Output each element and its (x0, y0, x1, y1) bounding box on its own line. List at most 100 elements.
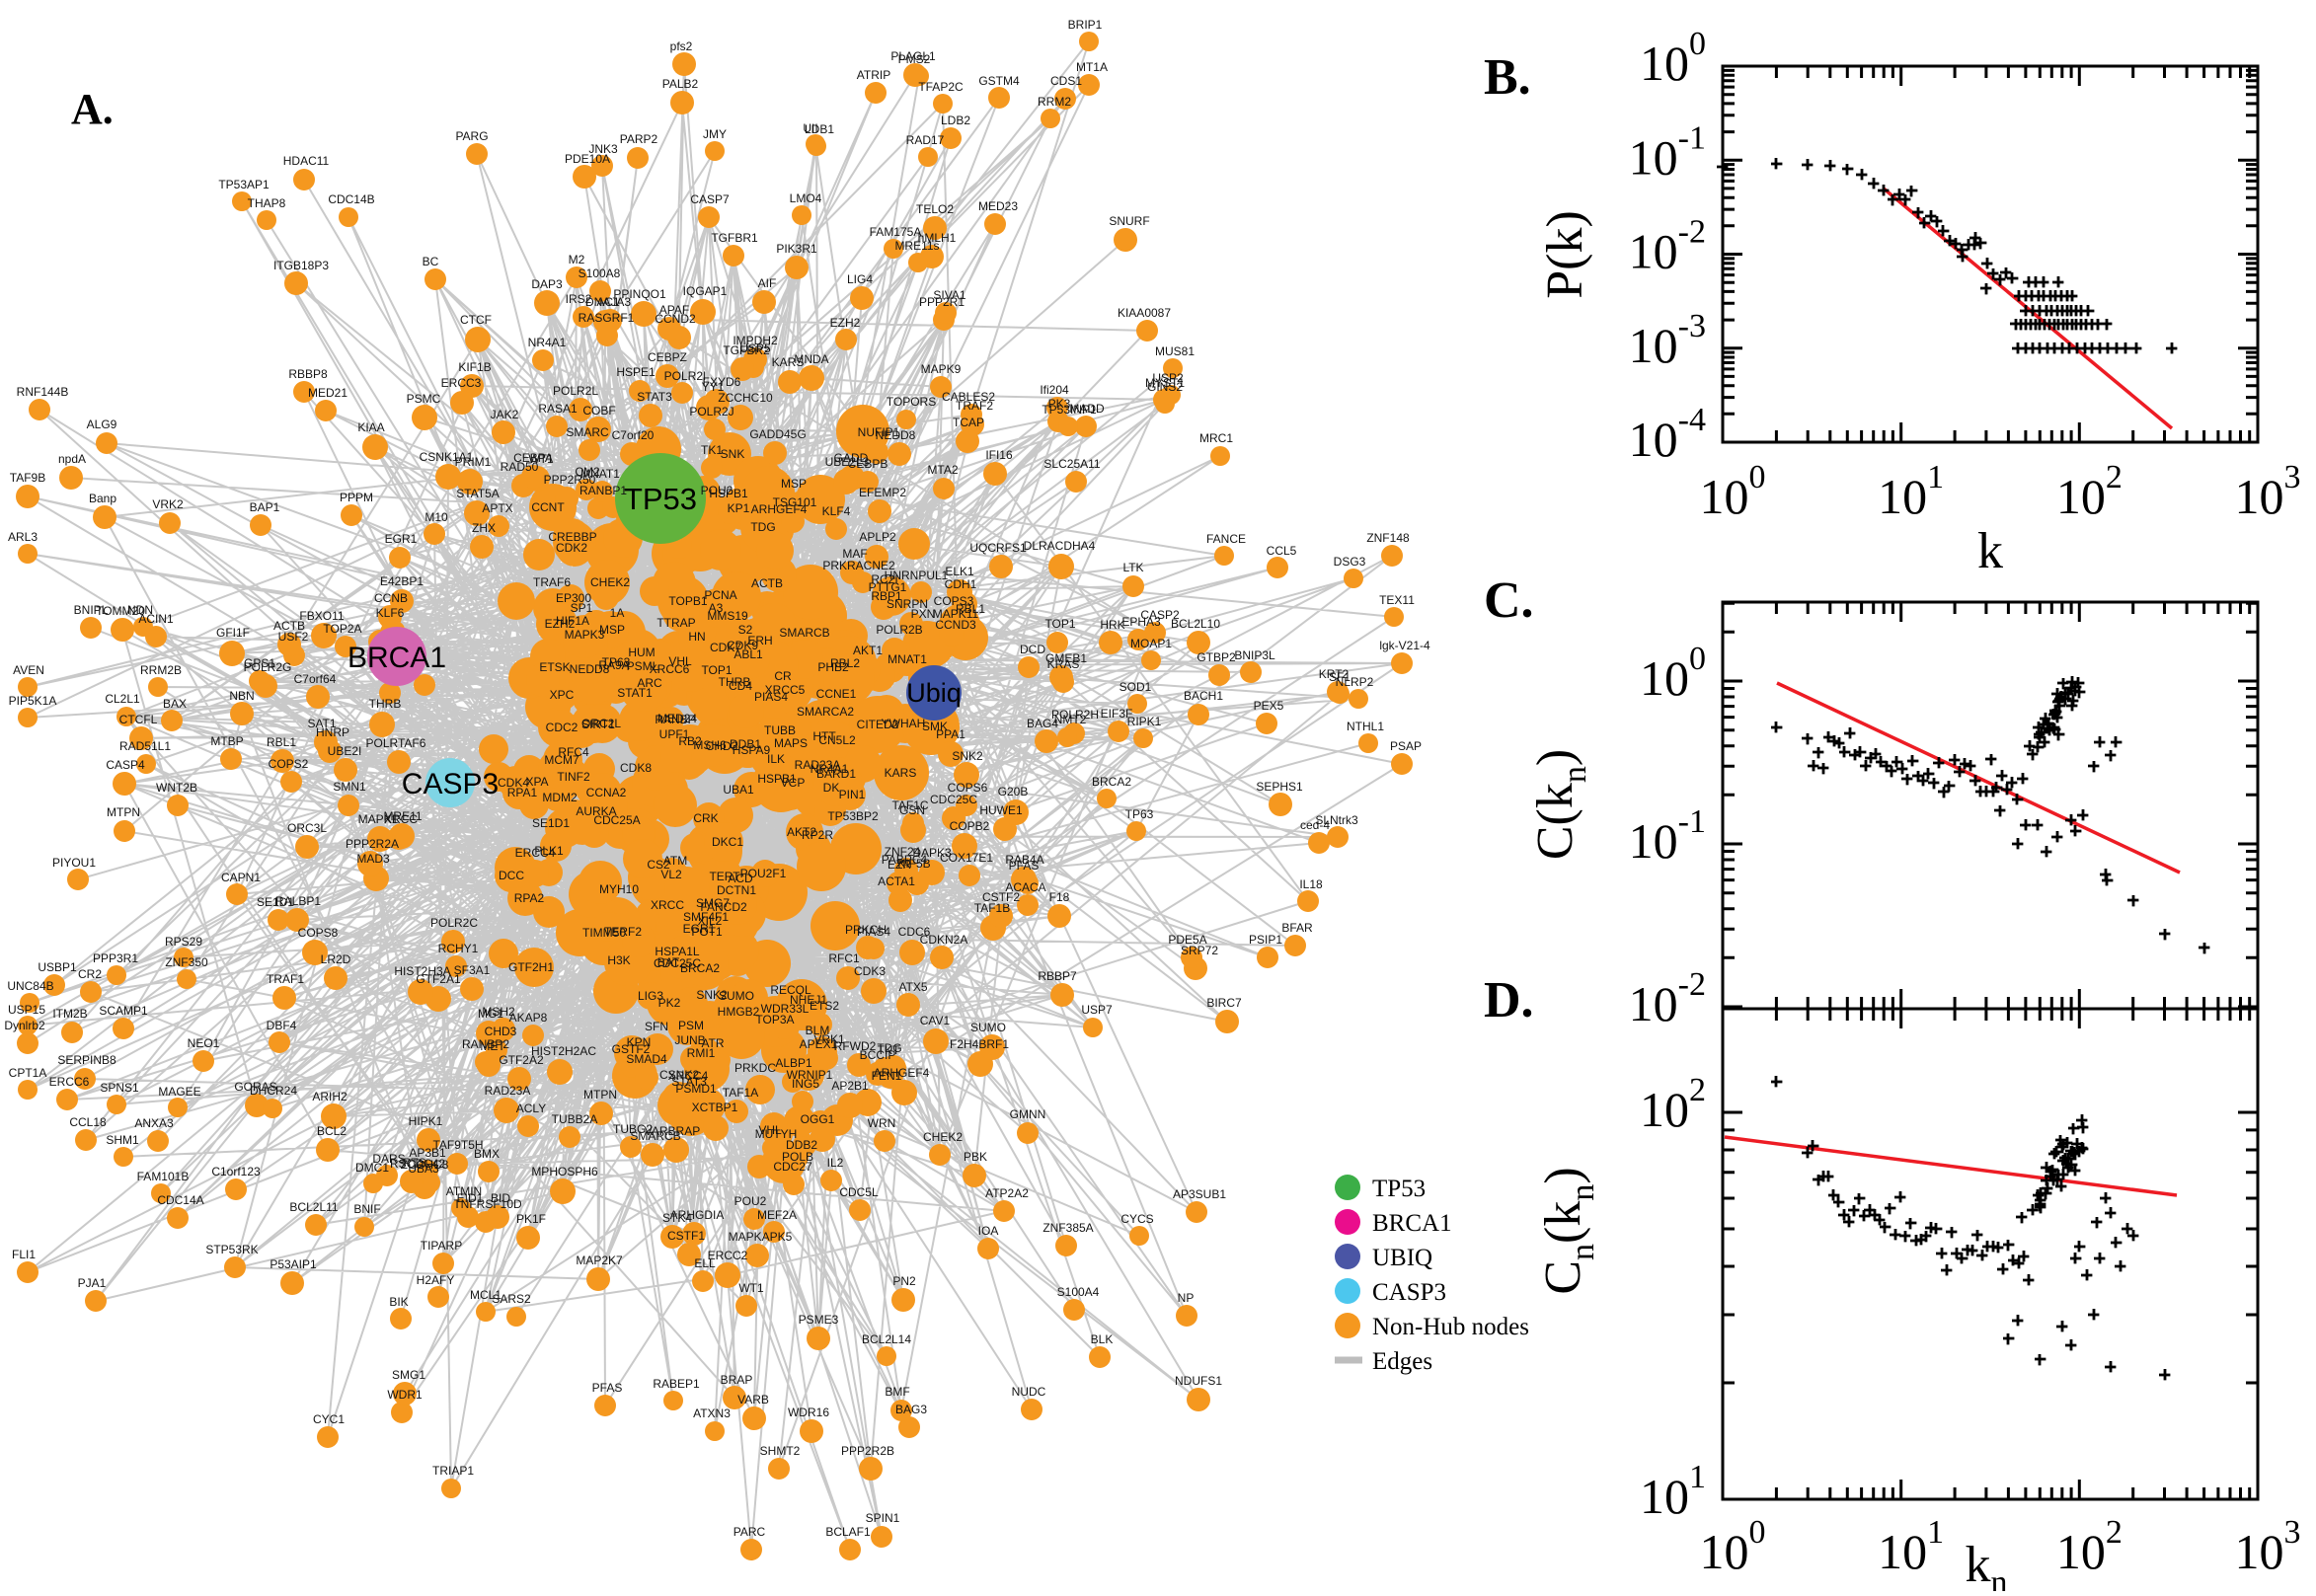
svg-text:DCC: DCC (499, 869, 524, 882)
svg-text:EFEMP2: EFEMP2 (859, 486, 906, 499)
svg-text:PK2: PK2 (658, 996, 681, 1010)
svg-text:KP1: KP1 (728, 501, 750, 515)
svg-text:TAF9T5H: TAF9T5H (432, 1138, 483, 1152)
svg-text:C1orf123: C1orf123 (211, 1165, 261, 1178)
svg-text:CEBPB: CEBPB (848, 457, 888, 471)
svg-text:SNK: SNK (721, 447, 745, 461)
svg-text:TOPB1: TOPB1 (668, 594, 707, 608)
svg-text:RC2I: RC2I (871, 572, 897, 586)
svg-text:ZHX: ZHX (472, 521, 496, 535)
svg-text:DAPK3: DAPK3 (912, 846, 952, 860)
svg-text:CDC25C: CDC25C (930, 793, 977, 806)
svg-text:SMARCA2: SMARCA2 (797, 705, 854, 719)
svg-text:WRNIP1: WRNIP1 (787, 1068, 833, 1082)
svg-text:PPPM: PPPM (340, 491, 373, 504)
svg-text:POLR2G: POLR2G (244, 660, 292, 674)
svg-text:ALBP1: ALBP1 (775, 1056, 812, 1070)
svg-text:MAP2K7: MAP2K7 (576, 1254, 623, 1267)
svg-text:DCD: DCD (1020, 643, 1045, 656)
svg-text:CHEK2: CHEK2 (590, 575, 630, 589)
svg-text:ARHGDIA: ARHGDIA (670, 1208, 725, 1222)
svg-text:CS2: CS2 (647, 858, 670, 872)
svg-text:TUBB: TUBB (764, 723, 796, 737)
svg-text:GTF2A2: GTF2A2 (499, 1053, 544, 1067)
svg-text:PK1F: PK1F (516, 1212, 546, 1226)
svg-text:KIF5B: KIF5B (897, 857, 930, 871)
svg-text:GFI1F: GFI1F (216, 626, 250, 640)
svg-text:XRCC4: XRCC4 (668, 1069, 709, 1083)
svg-text:POLR2B: POLR2B (876, 623, 922, 637)
svg-text:CEBPZ: CEBPZ (648, 350, 687, 364)
svg-text:WT1: WT1 (528, 452, 554, 466)
svg-text:RAB4A: RAB4A (1005, 853, 1043, 867)
svg-text:AKT2: AKT2 (787, 825, 816, 839)
svg-text:CEBPA: CEBPA (513, 451, 553, 465)
svg-text:NDUFS1: NDUFS1 (1175, 1374, 1222, 1388)
svg-text:MAPK1: MAPK1 (358, 812, 399, 826)
svg-text:npdA: npdA (58, 452, 86, 466)
svg-text:PLAGL1: PLAGL1 (890, 49, 936, 63)
svg-text:CDK4: CDK4 (498, 776, 529, 790)
svg-text:FAM101B: FAM101B (137, 1170, 190, 1183)
svg-text:BC: BC (423, 255, 439, 268)
svg-text:STAT5A: STAT5A (456, 487, 500, 500)
svg-text:CDS1: CDS1 (1050, 74, 1082, 88)
svg-text:EGR1: EGR1 (385, 532, 418, 546)
svg-text:ACD: ACD (728, 872, 753, 885)
svg-text:GTF2H1: GTF2H1 (508, 960, 554, 974)
svg-text:SMG1: SMG1 (392, 1368, 425, 1382)
svg-text:CDC2: CDC2 (546, 721, 579, 734)
svg-text:THRB: THRB (719, 675, 751, 689)
svg-text:JNK3: JNK3 (588, 142, 618, 156)
svg-text:WDR1: WDR1 (387, 1388, 423, 1402)
svg-text:COPS6: COPS6 (948, 781, 988, 795)
svg-text:AVEN: AVEN (13, 663, 44, 677)
svg-text:PABPC4: PABPC4 (882, 853, 928, 867)
svg-text:USP2: USP2 (1152, 371, 1184, 385)
svg-text:ERCC3: ERCC3 (441, 376, 482, 390)
svg-text:SLC25A11: SLC25A11 (1043, 457, 1100, 471)
svg-text:DAP3: DAP3 (531, 277, 563, 291)
svg-text:S2: S2 (738, 623, 753, 637)
svg-text:TERT: TERT (709, 870, 740, 883)
svg-text:PARC: PARC (733, 1525, 766, 1539)
svg-text:lgk-V21-4: lgk-V21-4 (1379, 639, 1430, 652)
svg-text:POLR2L: POLR2L (553, 384, 598, 398)
svg-text:PHB2: PHB2 (817, 660, 849, 674)
svg-text:IL2: IL2 (827, 1156, 844, 1170)
svg-text:MYH10: MYH10 (599, 882, 639, 896)
svg-text:KARS: KARS (885, 766, 917, 780)
svg-text:MED23: MED23 (978, 199, 1018, 213)
svg-text:USP15: USP15 (8, 1003, 45, 1017)
svg-text:CDC14A: CDC14A (157, 1193, 203, 1207)
svg-text:PSMD1: PSMD1 (675, 1082, 717, 1096)
svg-text:SMF4F1: SMF4F1 (683, 910, 729, 924)
svg-text:VL2: VL2 (660, 868, 682, 881)
svg-text:CDC25A: CDC25A (593, 813, 640, 827)
svg-text:ATR: ATR (701, 1036, 724, 1050)
svg-text:CTCF: CTCF (460, 313, 492, 327)
svg-text:MTBP: MTBP (210, 734, 243, 748)
svg-text:EGR1: EGR1 (683, 922, 716, 936)
svg-text:MRE11s: MRE11s (894, 239, 939, 253)
svg-text:UBA1: UBA1 (723, 783, 754, 797)
svg-text:MED24: MED24 (657, 712, 697, 725)
svg-text:RASA1: RASA1 (538, 402, 578, 416)
svg-text:CAPN1: CAPN1 (221, 871, 261, 884)
svg-text:DDB2: DDB2 (786, 1138, 817, 1152)
svg-text:CPT1A: CPT1A (9, 1066, 47, 1080)
svg-text:TKT: TKT (878, 1043, 900, 1057)
svg-text:CSNK2: CSNK2 (659, 1068, 699, 1082)
svg-text:PRIM1: PRIM1 (455, 455, 492, 469)
svg-text:GSTM4: GSTM4 (978, 74, 1020, 88)
svg-text:SMARCB: SMARCB (779, 626, 829, 640)
svg-text:IQGAP1: IQGAP1 (683, 284, 728, 298)
svg-text:MUS81: MUS81 (1155, 344, 1195, 358)
svg-text:SARS2: SARS2 (492, 1292, 531, 1306)
svg-text:PRKCH: PRKCH (845, 923, 887, 937)
svg-text:MG1: MG1 (478, 1007, 503, 1021)
svg-text:IMPDH2: IMPDH2 (733, 334, 778, 347)
svg-text:GTF2A1: GTF2A1 (416, 972, 461, 986)
svg-text:C(kn): C(kn) (1527, 749, 1593, 860)
svg-text:UBE2I: UBE2I (328, 744, 362, 758)
